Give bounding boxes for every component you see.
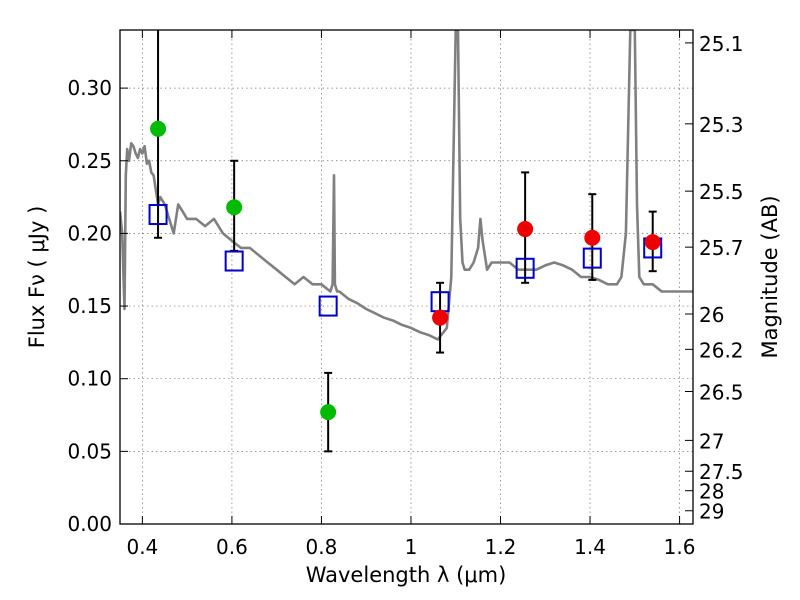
- model-spectrum-line: [120, 30, 693, 341]
- data-point: [320, 404, 337, 421]
- data-point: [226, 199, 243, 216]
- model-square-marker: [318, 295, 338, 317]
- y2-tick-label: 26.2: [699, 338, 744, 362]
- y2-tick-label: 27: [699, 429, 724, 453]
- y2-tick-label: 28: [699, 480, 724, 504]
- x-tick-label: 0.8: [306, 535, 338, 559]
- y2-tick-label: 25.7: [699, 236, 744, 260]
- data-point: [432, 309, 449, 326]
- model-square-marker: [515, 257, 535, 279]
- y2-tick-label: 26: [699, 303, 724, 327]
- data-point: [584, 229, 601, 246]
- y-tick-label: 0.00: [67, 512, 112, 536]
- x-axis-label: Wavelength λ (μm): [306, 563, 507, 587]
- y2-tick-label: 25.1: [699, 32, 744, 56]
- x-tick-label: 1: [405, 535, 418, 559]
- y-tick-label: 0.15: [67, 294, 112, 318]
- y-tick-labels: 0.00 0.05 0.10 0.15 0.20 0.25 0.30: [67, 76, 112, 536]
- x-tick-label: 1.4: [574, 535, 606, 559]
- x-tick-label: 1.2: [485, 535, 517, 559]
- model-square-marker: [224, 250, 244, 272]
- x-tick-label: 1.6: [664, 535, 696, 559]
- y2-tick-label: 29: [699, 500, 724, 524]
- y-tick-label: 0.10: [67, 367, 112, 391]
- x-tick-label: 0.4: [126, 535, 158, 559]
- y-tick-label: 0.05: [67, 439, 112, 463]
- y2-tick-label: 25.3: [699, 113, 744, 137]
- plot-frame: [119, 29, 694, 525]
- y-axis-label: Flux Fν ( μJy ): [25, 206, 49, 349]
- y-tick-label: 0.20: [67, 221, 112, 245]
- y-tick-label: 0.30: [67, 76, 112, 100]
- y2-tick-label: 27.5: [699, 460, 744, 484]
- y2-axis-label: Magnitude (AB): [758, 195, 782, 358]
- x-tick-labels: 0.4 0.6 0.8 1 1.2 1.4 1.6: [126, 535, 695, 559]
- x-tick-label: 0.6: [216, 535, 248, 559]
- data-point: [150, 120, 167, 137]
- model-square-marker: [148, 204, 168, 226]
- data-point: [644, 234, 661, 251]
- ticks: [120, 30, 693, 525]
- y2-tick-label: 25.5: [699, 180, 744, 204]
- data-points: [148, 120, 663, 421]
- y-tick-label: 0.25: [67, 149, 112, 173]
- model-square-marker: [582, 247, 602, 269]
- model-spectrum: [120, 30, 693, 341]
- data-point: [517, 221, 534, 238]
- grid-lines: [120, 30, 693, 525]
- y2-tick-label: 26.5: [699, 380, 744, 404]
